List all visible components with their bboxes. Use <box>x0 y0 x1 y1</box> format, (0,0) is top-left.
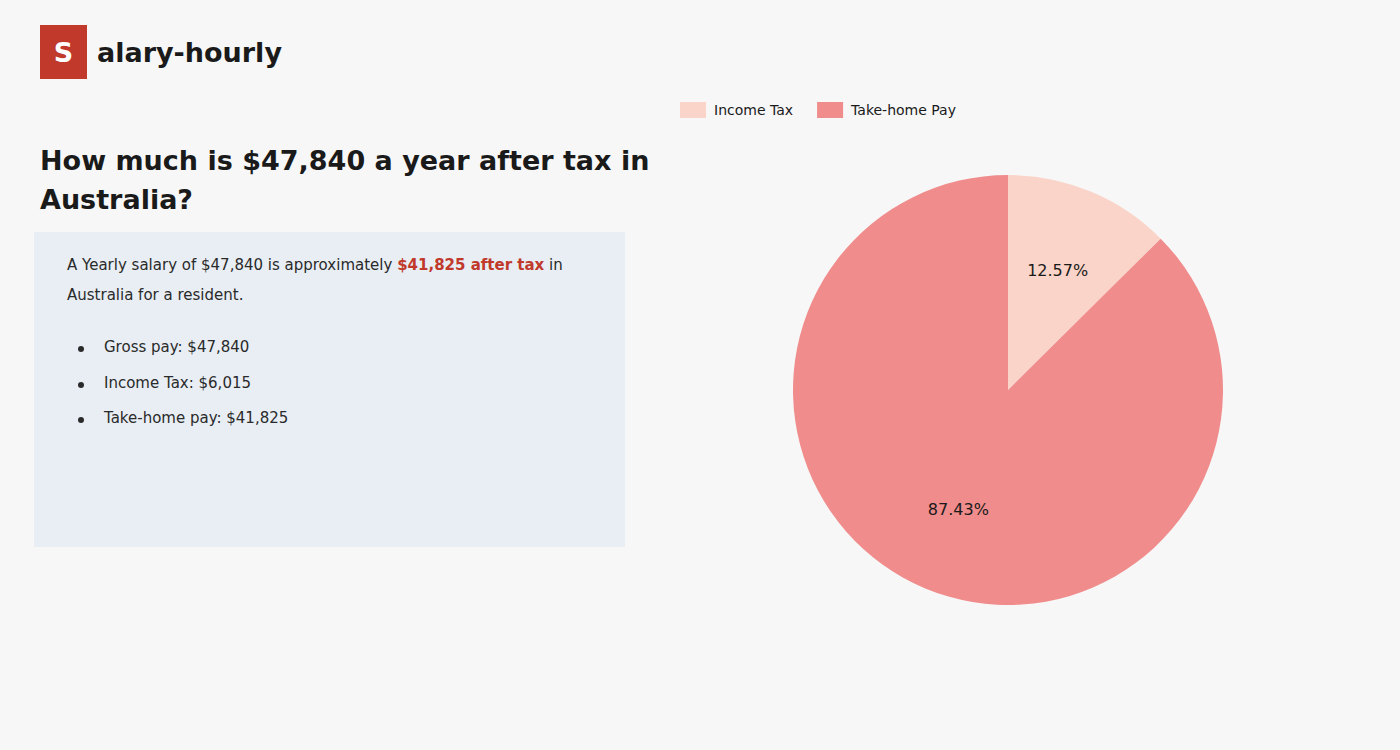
bullet <box>78 346 84 352</box>
text-panel: Salary-hourly How much is $47,840 a year … <box>34 25 649 547</box>
bullet <box>78 382 84 388</box>
title-line: How much is $47,840 a year after tax in <box>40 145 649 176</box>
title-line: Australia? <box>40 184 193 215</box>
pie <box>793 175 1223 605</box>
info-line: Australia for a resident. <box>67 286 243 304</box>
logo-letter: S <box>54 37 73 68</box>
info-highlight: $41,825 after tax <box>397 256 544 274</box>
logo-text: alary-hourly <box>97 37 282 68</box>
legend-item: Income Tax <box>680 102 793 118</box>
info-text: A Yearly salary of $47,840 is approximat… <box>67 256 397 274</box>
info-text: in <box>544 256 562 274</box>
bullet <box>78 417 84 423</box>
legend-swatch <box>680 102 706 118</box>
info-box <box>34 232 625 547</box>
pie-slice <box>793 175 1223 605</box>
logo-box <box>40 25 87 79</box>
bullet-text: Take-home pay: $41,825 <box>103 409 288 427</box>
chart-root: Salary-hourly How much is $47,840 a year … <box>0 0 1400 750</box>
legend: Income Tax Take-home Pay <box>680 102 956 118</box>
title: How much is $47,840 a year after tax in A… <box>40 145 649 215</box>
legend-label: Take-home Pay <box>850 102 956 118</box>
info-line: A Yearly salary of $47,840 is approximat… <box>67 256 563 274</box>
data-label: 12.57% <box>1027 261 1088 280</box>
background <box>0 0 1400 750</box>
data-labels: 12.57% 87.43% <box>928 261 1088 518</box>
bullet-text: Gross pay: $47,840 <box>104 338 249 356</box>
legend-swatch <box>817 102 843 118</box>
data-label: 87.43% <box>928 500 989 519</box>
bullet-text: Income Tax: $6,015 <box>104 374 251 392</box>
legend-label: Income Tax <box>714 102 793 118</box>
legend-item: Take-home Pay <box>817 102 956 118</box>
